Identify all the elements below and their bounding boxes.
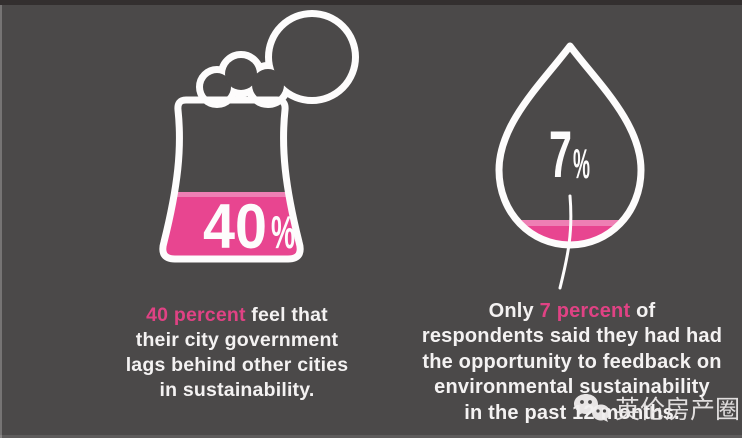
caption-line: lags behind other cities: [92, 353, 382, 378]
caption-line: environmental sustainability: [397, 375, 742, 400]
caption-text: in sustainability.: [159, 379, 315, 401]
bottom-edge-line: [0, 435, 742, 438]
caption-text: lags behind other cities: [125, 354, 349, 376]
caption-line: their city government: [92, 328, 382, 353]
caption-text: feel that: [245, 304, 328, 326]
caption-line: 40 percent feel that: [92, 303, 382, 328]
caption-highlight: 40 percent: [146, 304, 246, 326]
tower-outline: [159, 96, 304, 263]
tower-percent-sign: %: [271, 206, 295, 258]
left-edge-line: [0, 5, 2, 438]
leaf-percent-sign: %: [573, 140, 590, 187]
tower-fill-40-percent: [162, 192, 301, 259]
smoke-cloud-fill: [203, 17, 352, 101]
caption-text: their city government: [135, 329, 339, 351]
caption-line: respondents said they had had: [397, 324, 742, 349]
tower-percentage-value: 40: [203, 192, 267, 262]
left-caption: 40 percent feel that their city governmen…: [92, 303, 382, 403]
cooling-tower-icon: 40 %: [159, 10, 359, 263]
caption-text: the opportunity to feedback on: [422, 350, 722, 373]
top-border-bar: [0, 0, 742, 5]
caption-line: the opportunity to feedback on: [397, 350, 742, 375]
right-caption: Only 7 percent of respondents said they h…: [397, 299, 742, 426]
caption-text: Only: [488, 300, 540, 322]
caption-highlight: 7 percent: [539, 300, 631, 322]
wechat-icon: [573, 394, 610, 422]
leaf-percentage-value: 7: [549, 117, 572, 191]
watermark: 英伦房产圈: [572, 390, 740, 426]
caption-line: in sustainability.: [92, 378, 382, 403]
caption-text: environmental sustainability: [434, 376, 710, 399]
caption-line: Only 7 percent of: [397, 299, 742, 324]
watermark-text: 英伦房产圈: [614, 396, 740, 424]
leaf-icon: 7 %: [495, 42, 645, 290]
caption-text: respondents said they had had: [421, 325, 723, 348]
leaf-stem: [558, 194, 573, 290]
caption-text: of: [630, 300, 656, 322]
caption-text: in the past 12 months.: [464, 401, 680, 424]
caption-line: in the past 12 months.: [397, 401, 742, 426]
